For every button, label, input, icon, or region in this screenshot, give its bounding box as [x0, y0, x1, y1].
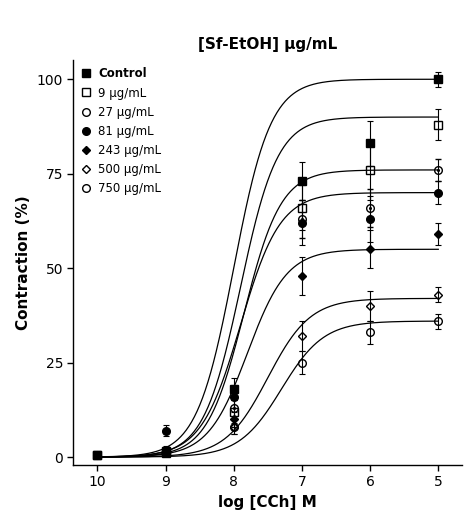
X-axis label: log [CCh] M: log [CCh] M — [219, 495, 317, 510]
Y-axis label: Contraction (%): Contraction (%) — [16, 195, 31, 330]
Legend: Control, 9 μg/mL, 27 μg/mL, 81 μg/mL, 243 μg/mL, 500 μg/mL, 750 μg/mL: Control, 9 μg/mL, 27 μg/mL, 81 μg/mL, 24… — [76, 62, 166, 200]
Title: [Sf-EtOH] μg/mL: [Sf-EtOH] μg/mL — [198, 37, 337, 53]
